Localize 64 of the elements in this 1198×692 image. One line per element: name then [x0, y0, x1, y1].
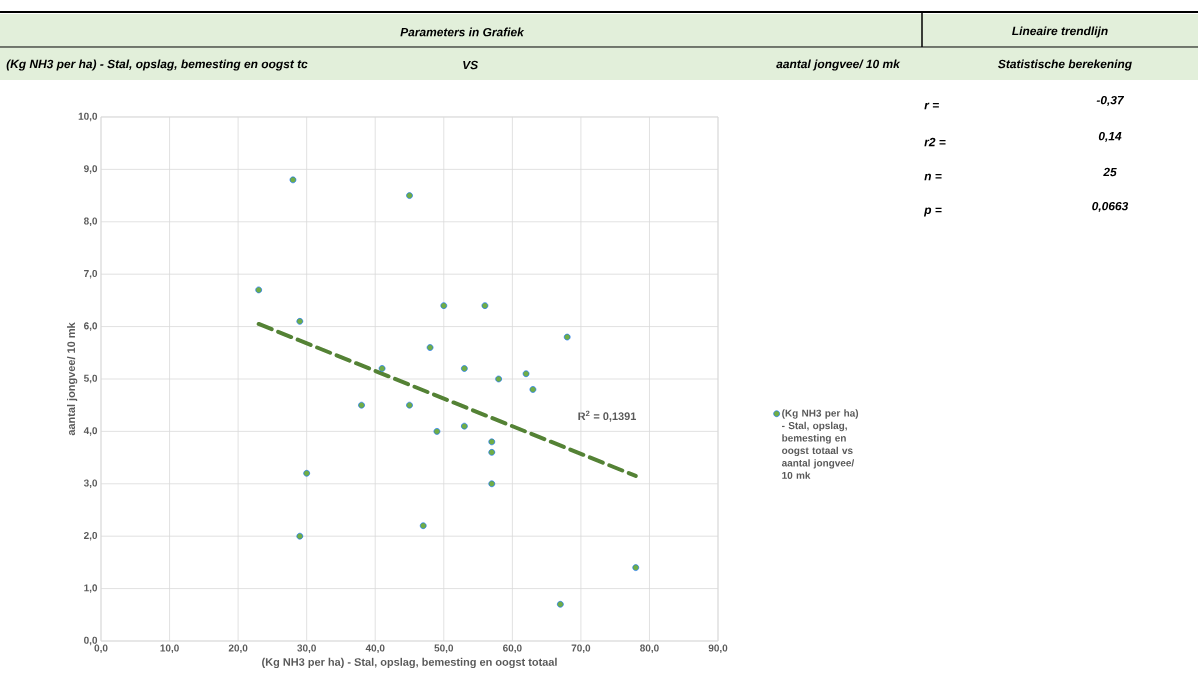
y-tick-label: 9,0 — [83, 165, 98, 174]
point — [461, 365, 468, 372]
text: 25 — [1103, 167, 1117, 177]
text: aantal jongvee/ 10 mk — [776, 59, 901, 71]
text: -0,37 — [1096, 95, 1125, 107]
point — [529, 386, 537, 393]
point — [358, 401, 365, 409]
point — [378, 365, 386, 372]
text: 0,14 — [1098, 131, 1122, 143]
point — [303, 470, 310, 477]
point — [563, 333, 571, 341]
x-tick-label: 20,0 — [228, 644, 248, 654]
legend-label: (Kg NH3 per ha) - Stal, opslag, bemesting en oogst totaal vs aantal jongvee/ 10 mk — [781, 409, 859, 479]
point — [406, 401, 413, 409]
y-tick-label: 5,0 — [83, 374, 98, 384]
point — [426, 344, 434, 351]
point — [296, 318, 304, 325]
point — [495, 375, 502, 383]
x-tick-label: 80,0 — [640, 644, 659, 654]
y-tick-label: 8,0 — [83, 217, 98, 227]
x-tick-label: 50,0 — [434, 644, 454, 654]
y-tick-label: 10,0 — [78, 112, 98, 122]
text: r2 = — [924, 137, 946, 147]
text: 0,0663 — [1092, 201, 1129, 213]
text: VS — [463, 60, 479, 70]
y-tick-label: 6,0 — [84, 322, 98, 331]
x-axis-title: (Kg NH3 per ha) - Stal, opslag, bemesting en oogst totaal — [262, 657, 557, 669]
text: r = — [924, 102, 939, 110]
point — [255, 286, 262, 294]
point — [406, 192, 413, 199]
y-tick-label: 7,0 — [84, 269, 98, 279]
x-tick-label: 60,0 — [503, 644, 522, 654]
point — [296, 532, 304, 540]
point — [632, 564, 640, 571]
x-tick-label: 30,0 — [297, 644, 316, 654]
x-tick-label: 70,0 — [571, 644, 591, 654]
point — [522, 370, 530, 378]
x-tick-label: 10,0 — [160, 644, 179, 654]
text: Statistische berekening — [998, 59, 1132, 71]
point — [488, 449, 496, 456]
y-tick-label: 4,0 — [83, 427, 98, 436]
point — [289, 176, 297, 184]
point — [557, 601, 564, 608]
y-tick-label: 2,0 — [83, 531, 98, 541]
text: (Kg NH3 per ha) - Stal, opslag, bemesting en oogst tc — [6, 59, 308, 71]
point — [440, 302, 448, 309]
x-tick-label: 90,0 — [708, 644, 728, 654]
y-tick-label: 0,0 — [84, 636, 98, 646]
point — [488, 438, 496, 446]
point — [433, 428, 441, 435]
y-tick-label: 3,0 — [83, 479, 98, 489]
point — [488, 480, 496, 488]
point — [419, 522, 427, 530]
x-tick-label: 0,0 — [94, 644, 108, 654]
text: n = — [924, 173, 942, 181]
point — [481, 302, 489, 309]
text: Lineaire trendlijn — [1012, 26, 1108, 38]
annotation: R$^{2}$ = 0,1391 — [578, 410, 637, 422]
y-tick-label: 1,0 — [84, 584, 98, 593]
text: p = — [923, 207, 942, 217]
x-tick-label: 40,0 — [365, 644, 385, 654]
point — [461, 422, 468, 430]
y-axis-title: aantal jongvee/ 10 mk — [67, 322, 78, 436]
chart-title: Parameters in Grafiek — [400, 27, 525, 37]
